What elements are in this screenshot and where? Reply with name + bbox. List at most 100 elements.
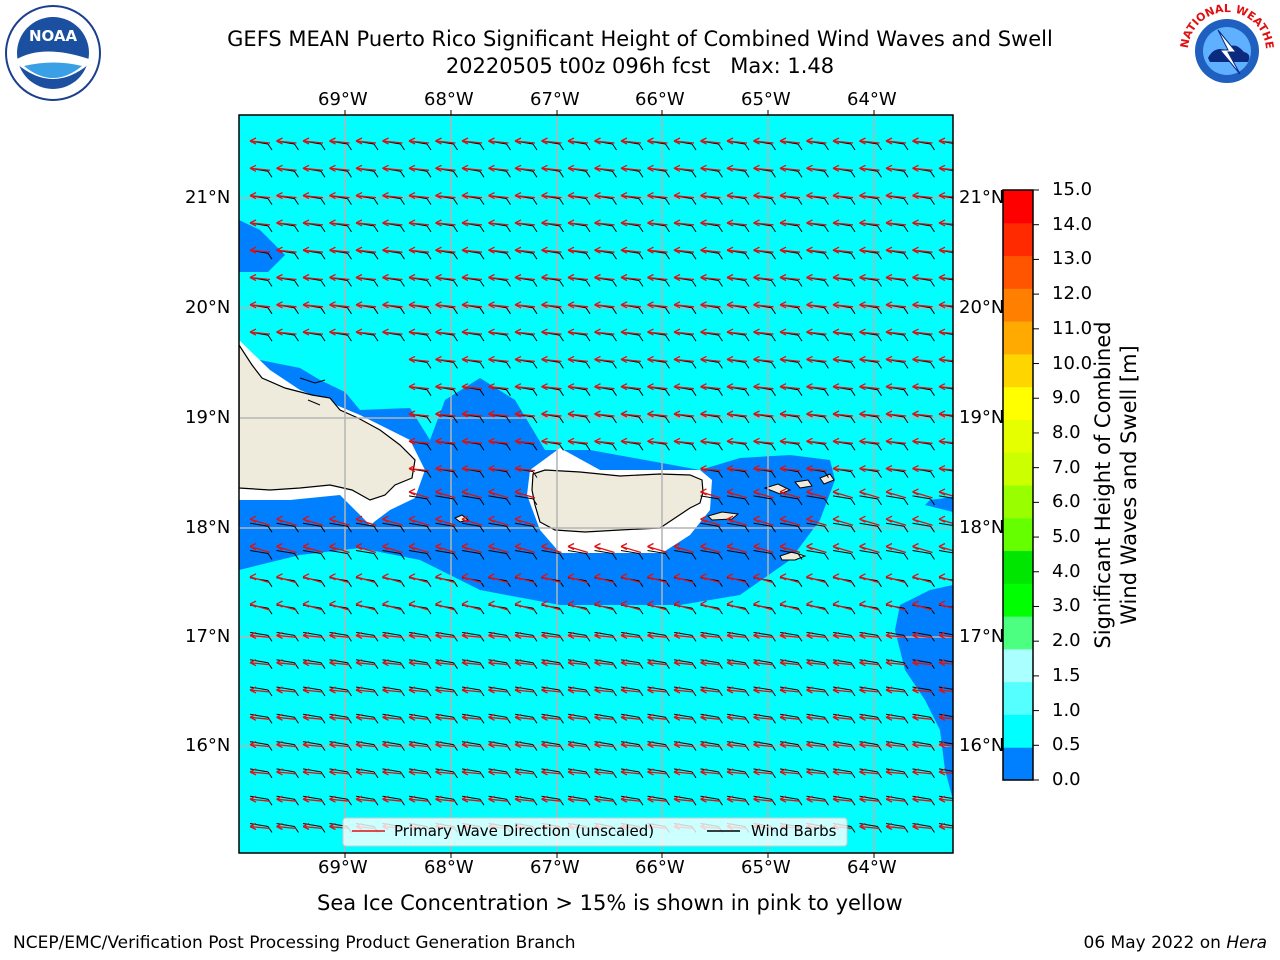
wave-direction-arrow [488, 659, 509, 667]
wind-barb [249, 550, 273, 560]
wind-barb [806, 686, 829, 697]
wave-direction-arrow [249, 219, 271, 227]
wave-direction-arrow [488, 768, 509, 776]
wave-direction-arrow [594, 301, 615, 309]
wave-direction-arrow [779, 219, 801, 227]
lon-label-top: 64°W [847, 89, 897, 110]
wave-direction-arrow [859, 164, 880, 172]
land-turks [299, 377, 326, 406]
wind-barb [461, 713, 485, 724]
wave-direction-arrow [832, 795, 854, 803]
wave-direction-arrow [726, 768, 748, 776]
wave-direction-arrow [806, 355, 827, 363]
wave-direction-arrow [938, 768, 953, 776]
wave-direction-arrow [700, 795, 721, 803]
wave-direction-arrow [382, 515, 403, 526]
wave-direction-arrow [938, 795, 953, 803]
wave-direction-arrow [541, 437, 562, 445]
wave-direction-arrow [355, 768, 377, 776]
wave-direction-arrow [408, 795, 430, 803]
wave-direction-arrow [461, 713, 483, 721]
wind-barb [700, 659, 723, 669]
wave-direction-arrow [541, 383, 562, 391]
wave-direction-arrow [673, 713, 695, 721]
wave-direction-arrow [514, 768, 536, 776]
wave-direction-arrow [938, 192, 953, 200]
lon-label-bottom: 69°W [318, 857, 368, 878]
colorbar-tick-label: 14.0 [1052, 213, 1093, 235]
wind-barb [514, 495, 538, 506]
wave-direction-arrow [620, 273, 642, 282]
wind-barb [647, 686, 670, 697]
wind-barb [276, 741, 299, 751]
wave-direction-arrow [832, 219, 854, 227]
wave-direction-arrow [938, 600, 953, 609]
lon-label-top: 65°W [741, 89, 791, 110]
colorbar-tick-label: 0.0 [1052, 769, 1081, 790]
wave-direction-arrow [541, 573, 562, 584]
wave-direction-arrow [859, 573, 880, 584]
wave-direction-arrow [832, 137, 854, 145]
wave-direction-arrow [276, 573, 297, 584]
wind-barb [938, 713, 953, 718]
wind-barb [249, 823, 273, 833]
wave-direction-arrow [435, 301, 456, 309]
wave-direction-arrow [673, 686, 695, 694]
wind-barb [673, 713, 697, 724]
wind-barb [514, 522, 538, 533]
wave-direction-arrow [753, 631, 774, 639]
wave-direction-arrow [329, 573, 350, 584]
wave-direction-arrow [753, 355, 774, 363]
wind-barb [779, 550, 803, 560]
wind-barb [938, 686, 953, 690]
wave-direction-arrow [806, 713, 827, 721]
wind-barb [329, 631, 352, 642]
wave-direction-arrow [726, 465, 748, 473]
wind-barb [753, 686, 776, 697]
wind-barb [249, 522, 273, 533]
wave-direction-arrow [541, 542, 562, 554]
wave-direction-arrow [355, 713, 377, 721]
wave-direction-arrow [461, 515, 483, 526]
wave-direction-arrow [435, 542, 456, 554]
wave-direction-arrow [647, 631, 668, 639]
wave-direction-arrow [885, 515, 907, 526]
wave-direction-arrow [859, 410, 880, 418]
wave-direction-arrow [594, 631, 615, 639]
wave-direction-arrow [912, 573, 933, 584]
wind-barb [859, 522, 882, 533]
wave-direction-arrow [355, 192, 377, 200]
wave-direction-arrow [912, 822, 933, 831]
wave-direction-arrow [276, 795, 297, 803]
wave-direction-arrow [355, 795, 377, 803]
wind-barb [779, 741, 803, 751]
wind-barb [302, 741, 326, 751]
wave-direction-arrow [488, 795, 509, 803]
wave-direction-arrow [541, 355, 562, 363]
wind-barb [700, 550, 723, 560]
wave-direction-arrow [938, 328, 953, 336]
land-hispaniola [239, 343, 416, 501]
wind-barb [408, 659, 432, 669]
wave-direction-arrow [779, 465, 801, 473]
wave-direction-arrow [806, 410, 827, 418]
wave-direction-arrow [435, 713, 456, 721]
wave-direction-arrow [832, 355, 854, 363]
colorbar-tick-label: 15.0 [1052, 179, 1093, 200]
wave-direction-arrow [514, 219, 536, 227]
wave-direction-arrow [647, 137, 668, 145]
wave-direction-arrow [726, 795, 748, 803]
wave-direction-arrow [276, 246, 297, 254]
wind-barb [700, 741, 723, 751]
wave-direction-arrow [488, 355, 509, 363]
wave-direction-arrow [594, 542, 615, 554]
wave-direction-arrow [885, 822, 907, 831]
wave-direction-arrow [938, 219, 953, 227]
wave-direction-arrow [276, 301, 297, 309]
wave-direction-arrow [382, 192, 403, 200]
wave-direction-arrow [885, 355, 907, 363]
wave-direction-arrow [541, 328, 562, 336]
wave-direction-arrow [355, 273, 377, 282]
wave-direction-arrow [541, 164, 562, 172]
wave-direction-arrow [700, 542, 721, 554]
